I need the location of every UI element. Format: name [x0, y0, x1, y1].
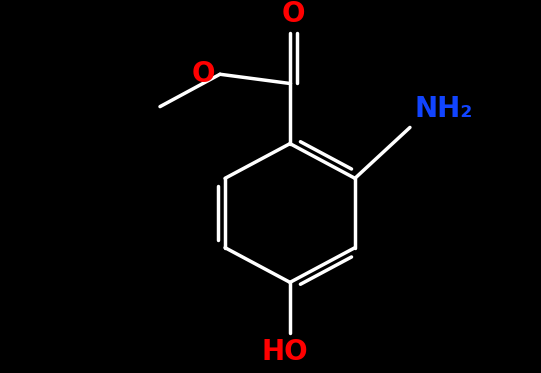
Text: NH₂: NH₂ — [415, 95, 473, 123]
Text: O: O — [281, 0, 305, 28]
Text: HO: HO — [262, 338, 308, 366]
Text: O: O — [192, 60, 215, 88]
